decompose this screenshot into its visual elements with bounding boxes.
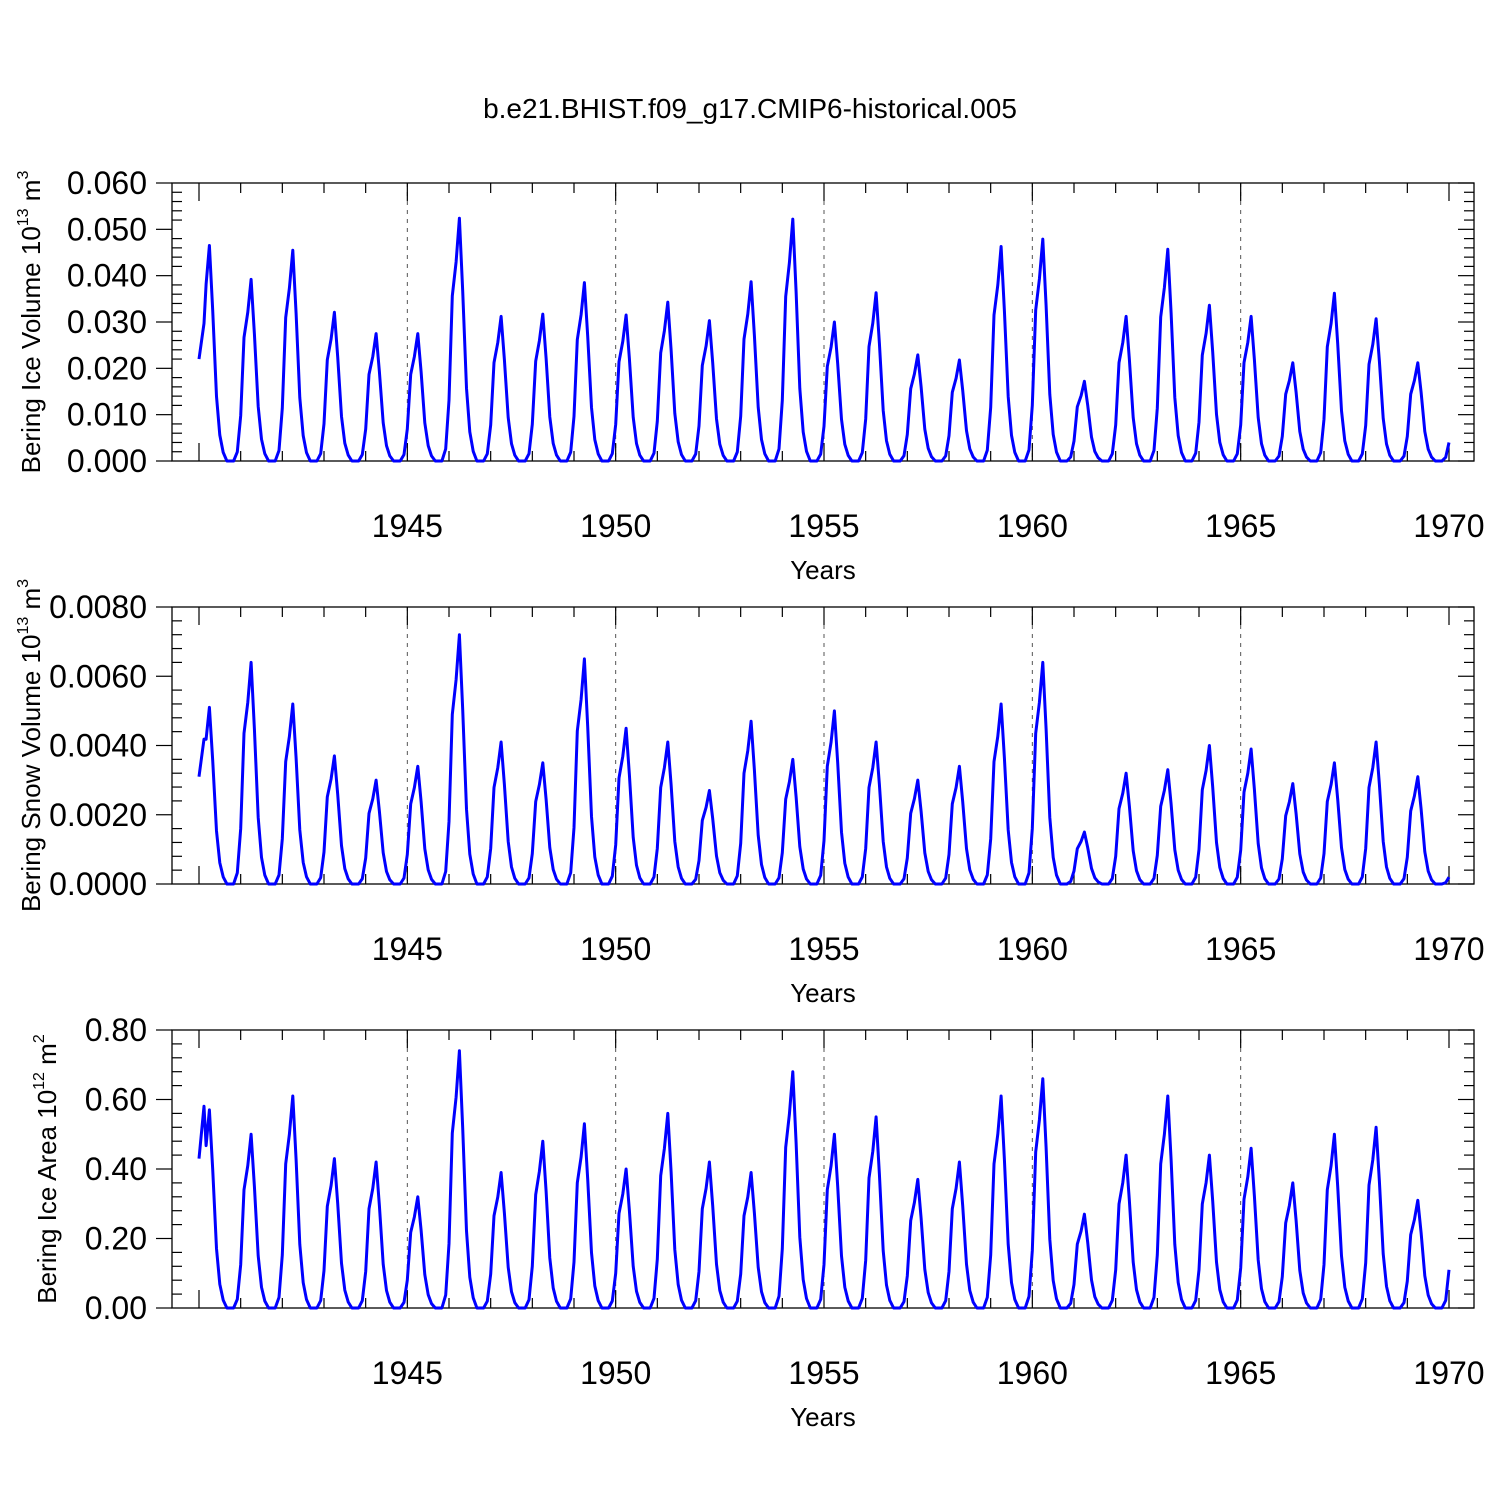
y-tick-label: 0.0000 xyxy=(49,866,147,902)
y-tick-label: 0.050 xyxy=(67,211,147,247)
y-axis-label: Bering Snow Volume 1013 m3 xyxy=(15,579,46,912)
y-tick-label: 0.00 xyxy=(85,1290,147,1326)
x-tick-label: 1950 xyxy=(580,1355,651,1391)
x-tick-label: 1970 xyxy=(1413,931,1484,967)
y-tick-label: 0.060 xyxy=(67,165,147,201)
x-axis-label: Years xyxy=(790,978,856,1008)
y-tick-label: 0.040 xyxy=(67,258,147,294)
y-tick-label: 0.010 xyxy=(67,397,147,433)
y-tick-label: 0.030 xyxy=(67,304,147,340)
panel-3: 0.00 0.20 0.40 0.60 0.80 1945 1950 1955 1960 1965… xyxy=(31,1012,1485,1432)
y-tick-label: 0.60 xyxy=(85,1082,147,1118)
panels: 0.000 0.010 0.020 0.030 0.040 0.050 0.060 1945 1… xyxy=(15,165,1485,1432)
y-tick-label: 0.0080 xyxy=(49,589,147,625)
y-tick-label: 0.20 xyxy=(85,1221,147,1257)
y-tick-label: 0.0060 xyxy=(49,658,147,694)
x-tick-label: 1945 xyxy=(372,931,443,967)
x-tick-label: 1960 xyxy=(997,1355,1068,1391)
y-tick-label: 0.40 xyxy=(85,1151,147,1187)
x-tick-label: 1965 xyxy=(1205,931,1276,967)
y-axis-label: Bering Ice Area 1012 m2 xyxy=(31,1034,62,1304)
x-tick-label: 1945 xyxy=(372,1355,443,1391)
x-axis-label: Years xyxy=(790,1402,856,1432)
y-tick-label: 0.0040 xyxy=(49,728,147,764)
y-axis-label: Bering Ice Volume 1013 m3 xyxy=(15,171,46,474)
series-line xyxy=(197,633,1451,886)
x-axis-label: Years xyxy=(790,555,856,585)
x-tick-label: 1950 xyxy=(580,931,651,967)
x-tick-label: 1960 xyxy=(997,931,1068,967)
x-tick-label: 1965 xyxy=(1205,1355,1276,1391)
y-tick-label: 0.000 xyxy=(67,443,147,479)
x-tick-label: 1960 xyxy=(997,508,1068,544)
series-line xyxy=(197,216,1451,463)
y-tick-label: 0.80 xyxy=(85,1012,147,1048)
x-tick-label: 1945 xyxy=(372,508,443,544)
series-line xyxy=(197,1049,1451,1310)
x-tick-label: 1955 xyxy=(788,931,859,967)
panel-2: 0.0000 0.0020 0.0040 0.0060 0.0080 1945 1950 19… xyxy=(15,579,1485,1008)
x-tick-label: 1950 xyxy=(580,508,651,544)
x-tick-label: 1955 xyxy=(788,1355,859,1391)
chart-title: b.e21.BHIST.f09_g17.CMIP6-historical.005 xyxy=(483,93,1017,124)
x-tick-label: 1970 xyxy=(1413,508,1484,544)
y-tick-label: 0.020 xyxy=(67,350,147,386)
x-tick-label: 1965 xyxy=(1205,508,1276,544)
x-tick-label: 1970 xyxy=(1413,1355,1484,1391)
x-tick-label: 1955 xyxy=(788,508,859,544)
panel-1: 0.000 0.010 0.020 0.030 0.040 0.050 0.060 1945 1… xyxy=(15,165,1485,585)
y-tick-label: 0.0020 xyxy=(49,797,147,833)
